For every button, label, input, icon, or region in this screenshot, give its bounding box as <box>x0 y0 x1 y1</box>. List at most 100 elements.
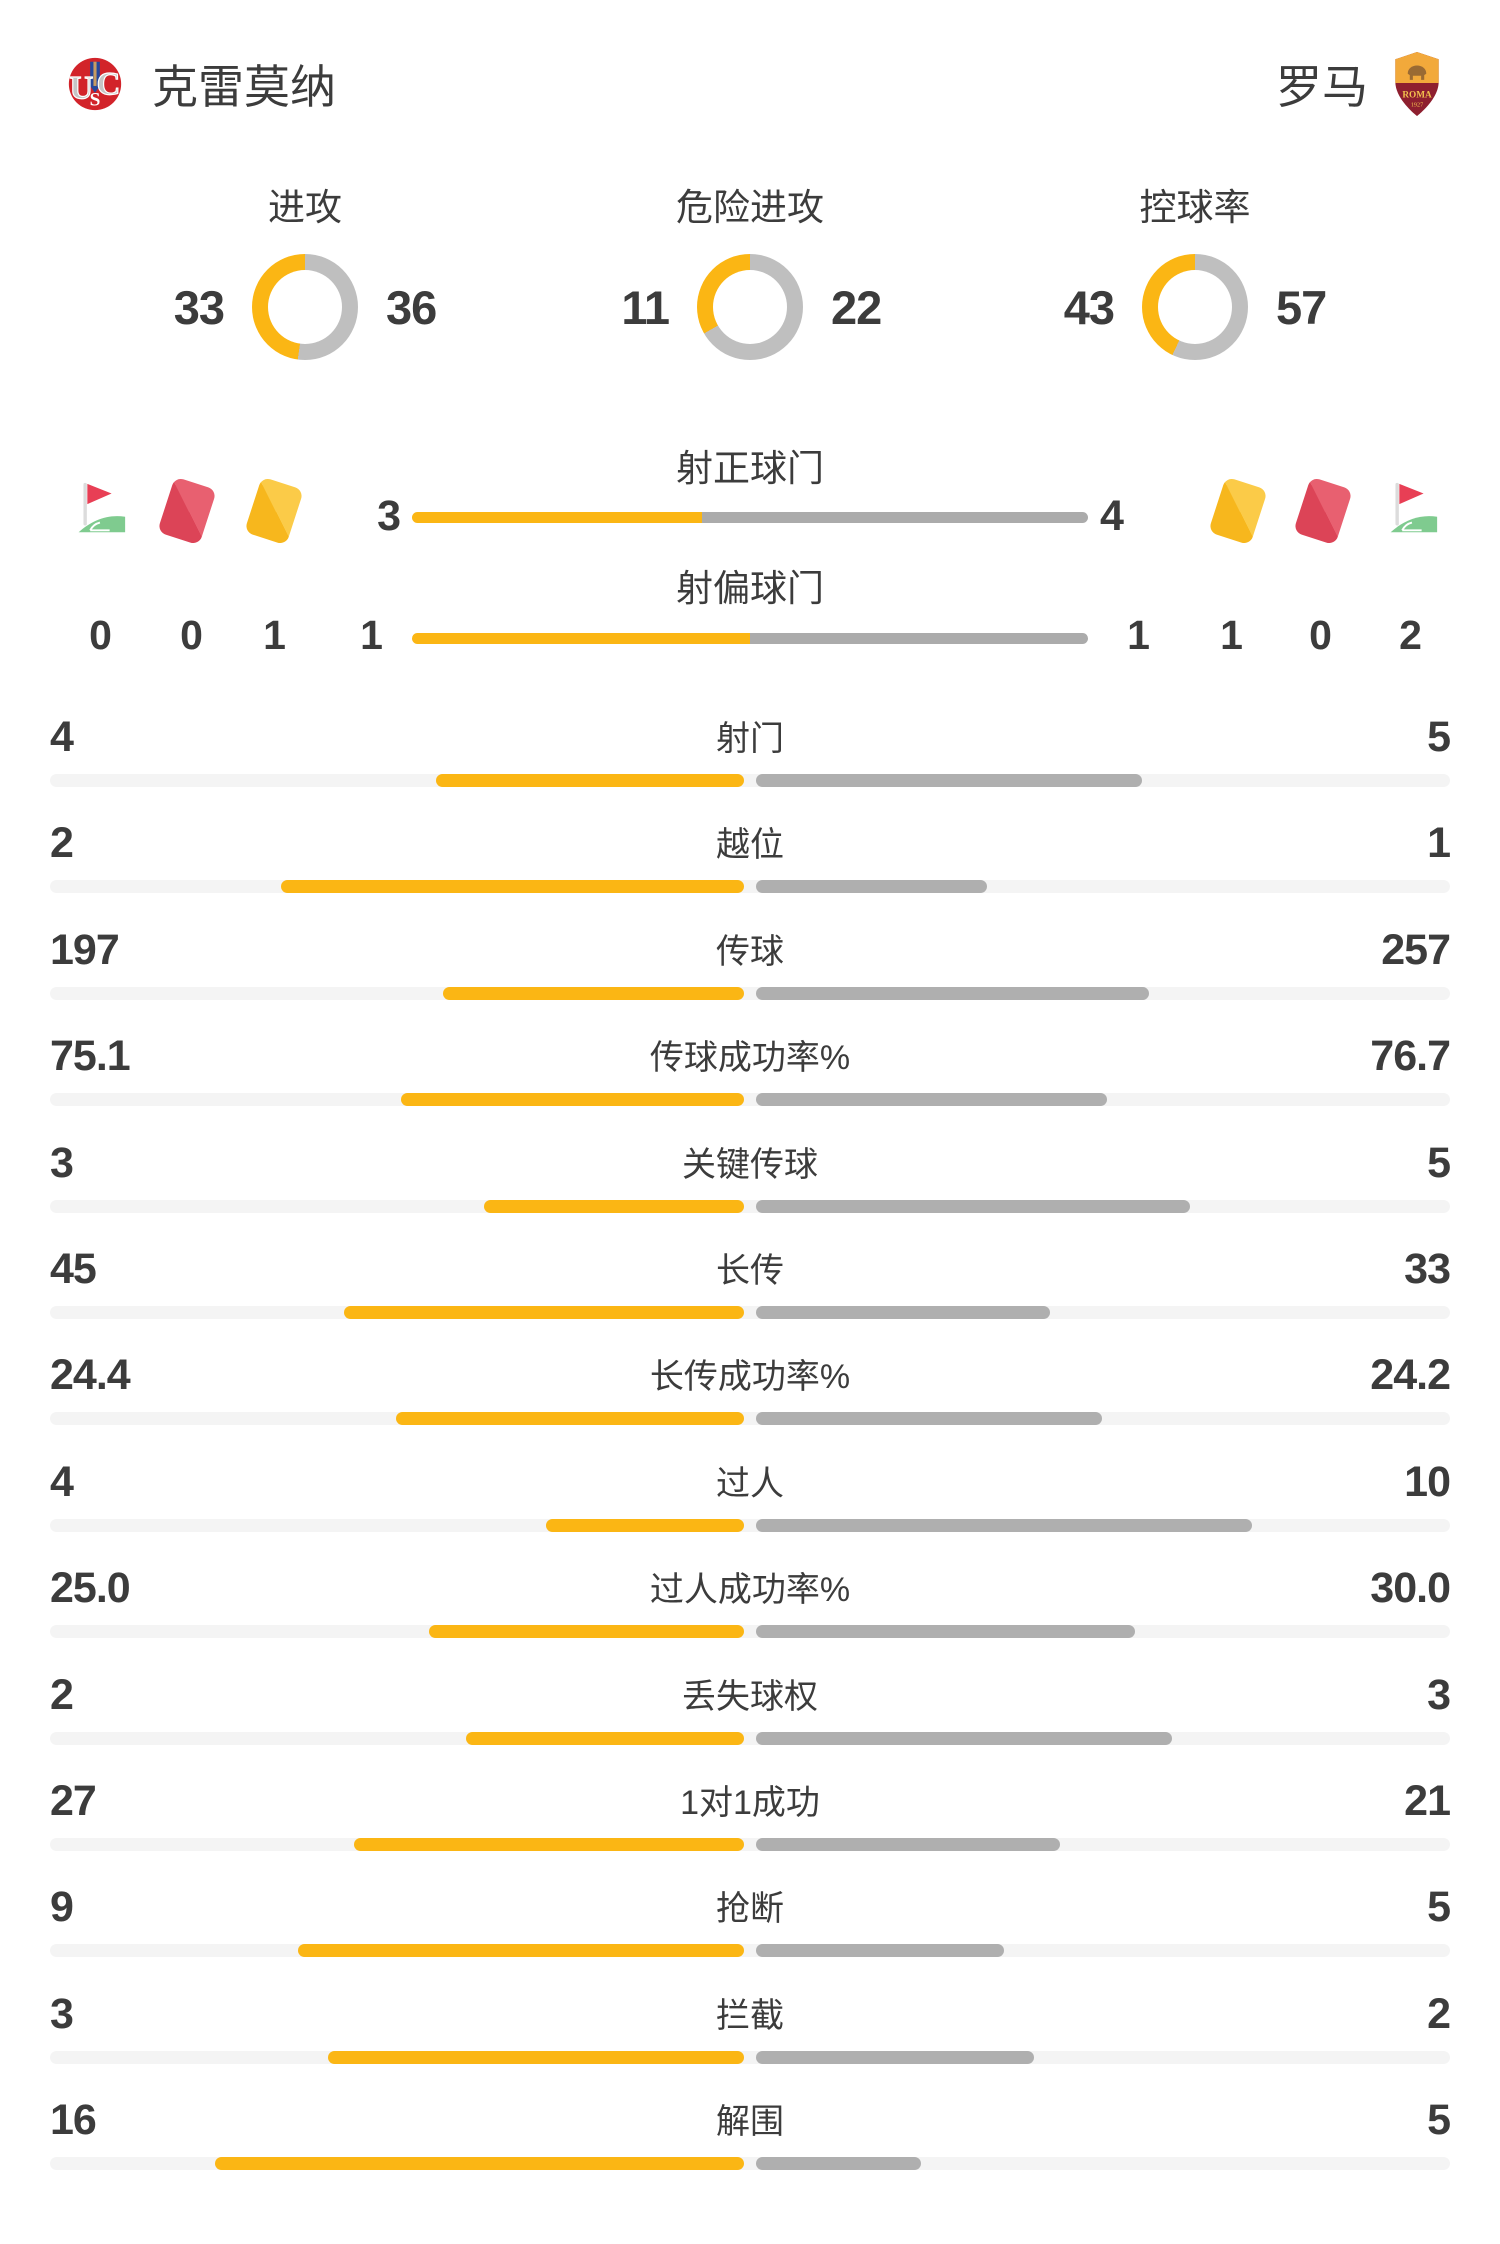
stat-bar-away <box>756 1519 1252 1532</box>
stat-label: 解围 <box>716 2103 784 2141</box>
stat-away-value: 5 <box>1427 2096 1451 2144</box>
stat-home-value: 45 <box>50 1245 97 1293</box>
stat-bar-away <box>756 2157 921 2170</box>
stat-bar-track <box>50 1519 1450 1532</box>
stat-away-value: 3 <box>1427 1671 1451 1719</box>
stat-bar-track <box>50 987 1450 1000</box>
stat-bar-track <box>50 1093 1450 1106</box>
donut-title: 进攻 <box>268 187 342 228</box>
stat-away-value: 5 <box>1427 1883 1451 1931</box>
stat-row: 45 长传 33 <box>0 1245 1500 1356</box>
stat-row: 3 关键传球 5 <box>0 1139 1500 1250</box>
stat-row: 197 传球 257 <box>0 926 1500 1037</box>
away-team-name: 罗马 <box>1276 61 1368 113</box>
stat-home-value: 16 <box>50 2096 97 2144</box>
stat-bar-home <box>354 1838 744 1851</box>
stat-bar-away <box>756 1838 1060 1851</box>
stat-bar-home <box>443 987 744 1000</box>
stat-bar-track <box>50 1412 1450 1425</box>
stat-bar-home <box>466 1732 744 1745</box>
shot-bar-away-segment <box>702 512 1088 523</box>
home-team: U C S 克雷莫纳 <box>64 51 336 117</box>
stat-home-value: 24.4 <box>50 1351 131 1399</box>
stat-bar-track <box>50 1625 1450 1638</box>
stat-bar-away <box>756 1732 1172 1745</box>
stat-label: 长传成功率% <box>649 1358 851 1396</box>
stat-away-value: 24.2 <box>1370 1351 1451 1399</box>
stat-away-value: 5 <box>1427 1139 1451 1187</box>
shot-home-value: 1 <box>360 612 383 658</box>
stat-bar-home <box>215 2157 744 2170</box>
stat-bar-home <box>396 1412 744 1425</box>
stat-row: 75.1 传球成功率% 76.7 <box>0 1032 1500 1143</box>
stat-label: 长传 <box>716 1252 784 1290</box>
shot-bar <box>412 633 1088 644</box>
stat-row: 4 过人 10 <box>0 1458 1500 1569</box>
stat-bar-home <box>429 1625 744 1638</box>
stat-label: 传球成功率% <box>649 1039 851 1077</box>
stat-bar-away <box>756 1625 1135 1638</box>
stat-label: 过人成功率% <box>649 1571 851 1609</box>
stat-row: 2 越位 1 <box>0 819 1500 930</box>
stat-bar-away <box>756 1944 1004 1957</box>
stat-bar-home <box>281 880 744 893</box>
stat-label: 拦截 <box>716 1997 784 2035</box>
stat-bar-home <box>298 1944 744 1957</box>
donut-home-value: 43 <box>1063 280 1115 334</box>
cremonese-crest-icon: U C S <box>68 57 122 110</box>
donut-away-value: 57 <box>1276 280 1327 334</box>
stat-label: 关键传球 <box>682 1146 818 1184</box>
shot-bar-away-segment <box>750 633 1088 644</box>
stat-away-value: 76.7 <box>1370 1032 1451 1080</box>
stat-bar-track <box>50 774 1450 787</box>
stat-home-value: 75.1 <box>50 1032 131 1080</box>
stat-home-value: 3 <box>50 1139 74 1187</box>
stat-label: 1对1成功 <box>680 1784 820 1822</box>
stat-away-value: 21 <box>1404 1777 1451 1825</box>
stat-away-value: 2 <box>1427 1990 1451 2038</box>
stat-bar-track <box>50 1200 1450 1213</box>
donut-title: 危险进攻 <box>676 187 824 228</box>
donut-home-value: 33 <box>173 280 225 334</box>
stat-away-value: 1 <box>1427 819 1451 867</box>
stat-home-value: 197 <box>50 926 120 974</box>
stat-away-value: 33 <box>1404 1245 1451 1293</box>
shot-away-value: 4 <box>1100 492 1124 540</box>
stat-home-value: 3 <box>50 1990 74 2038</box>
stat-bar-track <box>50 1838 1450 1851</box>
stat-row: 24.4 长传成功率% 24.2 <box>0 1351 1500 1462</box>
away-red-card-count: 0 <box>1309 612 1332 658</box>
stat-bar-track <box>50 1306 1450 1319</box>
donut-chart <box>252 254 358 360</box>
stat-label: 射门 <box>716 720 784 758</box>
stat-away-value: 10 <box>1404 1458 1451 1506</box>
donut-group-dangerous-attacks: 危险进攻 11 22 <box>540 186 960 360</box>
home-red-card-count: 0 <box>180 612 203 658</box>
away-team: 罗马 ROMA 1927 <box>1276 51 1440 117</box>
stat-row: 25.0 过人成功率% 30.0 <box>0 1566 1500 1675</box>
svg-text:ROMA: ROMA <box>1402 90 1432 100</box>
stat-label: 抢断 <box>716 1890 784 1928</box>
home-team-name: 克雷莫纳 <box>152 61 336 113</box>
stat-bar-away <box>756 1093 1107 1106</box>
stat-bar-track <box>50 880 1450 893</box>
stat-bar-track <box>50 1944 1450 1957</box>
stat-label: 过人 <box>716 1465 784 1503</box>
stat-away-value: 5 <box>1427 713 1451 761</box>
stat-label: 越位 <box>716 826 784 864</box>
stat-row: 9 抢断 5 <box>0 1883 1500 1994</box>
roma-crest-icon: ROMA 1927 <box>1395 52 1439 116</box>
stat-bar-home <box>436 774 744 787</box>
stat-label: 丢失球权 <box>682 1678 818 1716</box>
header: U C S 克雷莫纳 罗马 ROMA 1927 <box>64 48 1440 120</box>
shot-bar-home-segment <box>412 633 750 644</box>
shot-row-label: 射正球门 <box>676 448 824 489</box>
stat-home-value: 4 <box>50 713 74 761</box>
stat-bar-track <box>50 1732 1450 1745</box>
stat-home-value: 27 <box>50 1777 97 1825</box>
stat-row: 4 射门 5 <box>0 713 1500 824</box>
home-corner-count: 0 <box>89 612 112 658</box>
svg-text:S: S <box>90 89 101 110</box>
stat-home-value: 4 <box>50 1458 74 1506</box>
shot-away-value: 1 <box>1127 612 1150 658</box>
